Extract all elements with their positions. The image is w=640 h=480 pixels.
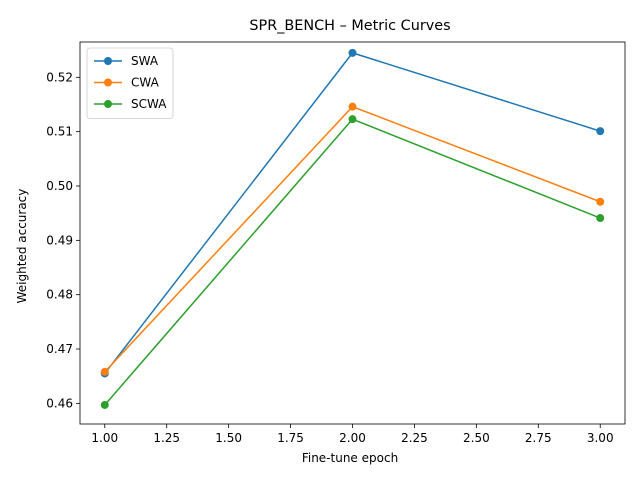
- legend-marker-swa: [104, 57, 112, 65]
- x-tick-label: 1.25: [153, 431, 180, 445]
- y-axis-label: Weighted accuracy: [15, 189, 29, 304]
- axes-frame: [79, 41, 626, 425]
- data-point-cwa: [596, 197, 605, 206]
- data-point-swa: [596, 127, 605, 136]
- data-point-swa: [348, 48, 357, 57]
- x-axis-label: Fine-tune epoch: [302, 451, 398, 465]
- y-tick-label: 0.49: [46, 233, 73, 247]
- x-tick-label: 2.75: [525, 431, 552, 445]
- y-tick-label: 0.52: [46, 70, 73, 84]
- y-tick-label: 0.48: [46, 288, 73, 302]
- legend-marker-scwa: [104, 100, 112, 108]
- data-point-scwa: [596, 214, 605, 223]
- x-tick-label: 2.25: [401, 431, 428, 445]
- chart-title: SPR_BENCH – Metric Curves: [249, 18, 450, 34]
- x-tick-label: 2.00: [339, 431, 366, 445]
- plot-area: 1.00 1.25 1.50 1.75 2.00 2.25 2.50 2.75 3.00 0.46…: [46, 41, 626, 445]
- legend-marker-cwa: [104, 78, 112, 87]
- y-tick-label: 0.47: [46, 342, 73, 356]
- x-tick-label: 2.50: [463, 431, 490, 445]
- y-tick-label: 0.46: [46, 396, 73, 410]
- data-point-cwa: [348, 102, 357, 111]
- legend-label-scwa: SCWA: [131, 97, 167, 111]
- x-tick-label: 1.00: [91, 431, 118, 445]
- data-point-scwa: [348, 115, 357, 124]
- data-point-cwa: [100, 367, 109, 376]
- y-tick-label: 0.50: [46, 179, 73, 193]
- legend-label-swa: SWA: [131, 54, 159, 68]
- data-point-scwa: [100, 400, 109, 409]
- x-tick-label: 3.00: [587, 431, 614, 445]
- x-tick-label: 1.50: [215, 431, 242, 445]
- legend-label-cwa: CWA: [131, 76, 160, 90]
- y-tick-label: 0.51: [46, 125, 73, 139]
- x-tick-label: 1.75: [277, 431, 304, 445]
